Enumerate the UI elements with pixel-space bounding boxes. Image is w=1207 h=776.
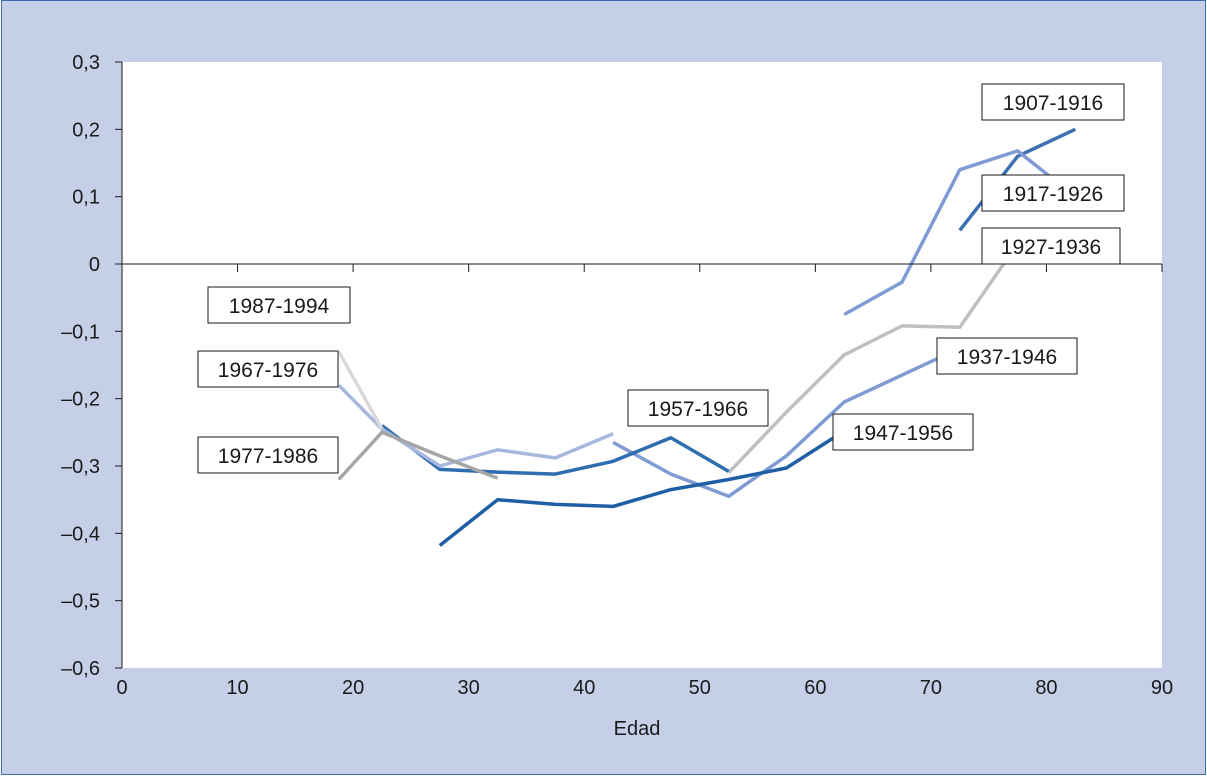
y-tick-label: –0,1 bbox=[61, 321, 100, 343]
y-tick-label: –0,6 bbox=[61, 658, 100, 680]
series-label-text: 1987-1994 bbox=[229, 295, 330, 318]
series-line-1917-1926 bbox=[843, 149, 1077, 317]
x-tick-label: 80 bbox=[1035, 677, 1057, 699]
series-label-1927-1936: 1927-1936 bbox=[981, 227, 1121, 265]
series-label-1937-1946: 1937-1946 bbox=[936, 337, 1078, 375]
series-label-text: 1907-1916 bbox=[1003, 92, 1103, 115]
series-label-text: 1927-1936 bbox=[1001, 236, 1101, 259]
series-label-text: 1937-1946 bbox=[957, 346, 1057, 369]
series-line-1987-1994 bbox=[337, 350, 384, 430]
y-tick-label: 0 bbox=[89, 254, 100, 276]
x-tick-label: 50 bbox=[689, 677, 711, 699]
x-tick-label: 30 bbox=[458, 677, 480, 699]
series-label-1917-1926: 1917-1926 bbox=[981, 174, 1125, 212]
series-line-1937-1946 bbox=[612, 346, 961, 499]
y-tick-label: 0,3 bbox=[72, 52, 100, 74]
series-label-1957-1966: 1957-1966 bbox=[627, 389, 769, 427]
y-tick-label: 0,2 bbox=[72, 119, 100, 141]
series-label-text: 1967-1976 bbox=[218, 359, 318, 382]
y-tick-label: –0,4 bbox=[61, 523, 100, 545]
series-line-1907-1916 bbox=[958, 127, 1077, 232]
x-tick-label: 90 bbox=[1151, 677, 1173, 699]
x-tick-label: 10 bbox=[226, 677, 248, 699]
x-tick-label: 70 bbox=[920, 677, 942, 699]
series-label-1967-1976: 1967-1976 bbox=[197, 350, 339, 388]
series-label-text: 1977-1986 bbox=[218, 445, 318, 468]
tick-layer: 0 10 20 30 40 50 60 70 80 90 0,3 0,2 0,1 0 –0,1 –0,2 –0,… bbox=[61, 52, 1173, 699]
series-label-1947-1956: 1947-1956 bbox=[832, 413, 974, 451]
x-tick-label: 40 bbox=[573, 677, 595, 699]
y-tick-label: –0,2 bbox=[61, 389, 100, 411]
series-label-text: 1917-1926 bbox=[1003, 183, 1103, 206]
series-line-1977-1986 bbox=[337, 430, 499, 481]
series-line-1967-1976 bbox=[337, 383, 614, 468]
series-line-1947-1956 bbox=[438, 429, 846, 547]
y-tick-label: 0,1 bbox=[72, 187, 100, 209]
series-label-1987-1994: 1987-1994 bbox=[207, 286, 351, 324]
series-label-text: 1947-1956 bbox=[853, 422, 953, 445]
series-label-text: 1957-1966 bbox=[648, 398, 748, 421]
series-label-1977-1986: 1977-1986 bbox=[197, 436, 339, 474]
x-axis-title: Edad bbox=[614, 718, 661, 740]
series-labels: 1907-1916 1917-1926 1927-1936 1937-1946 1947… bbox=[197, 83, 1125, 474]
y-tick-label: –0,5 bbox=[61, 591, 100, 613]
series-line-1957-1966 bbox=[380, 424, 730, 476]
y-tick-label: –0,3 bbox=[61, 456, 100, 478]
series-label-1907-1916: 1907-1916 bbox=[981, 83, 1125, 121]
x-tick-label: 60 bbox=[804, 677, 826, 699]
x-tick-label: 20 bbox=[342, 677, 364, 699]
x-tick-label: 0 bbox=[116, 677, 127, 699]
